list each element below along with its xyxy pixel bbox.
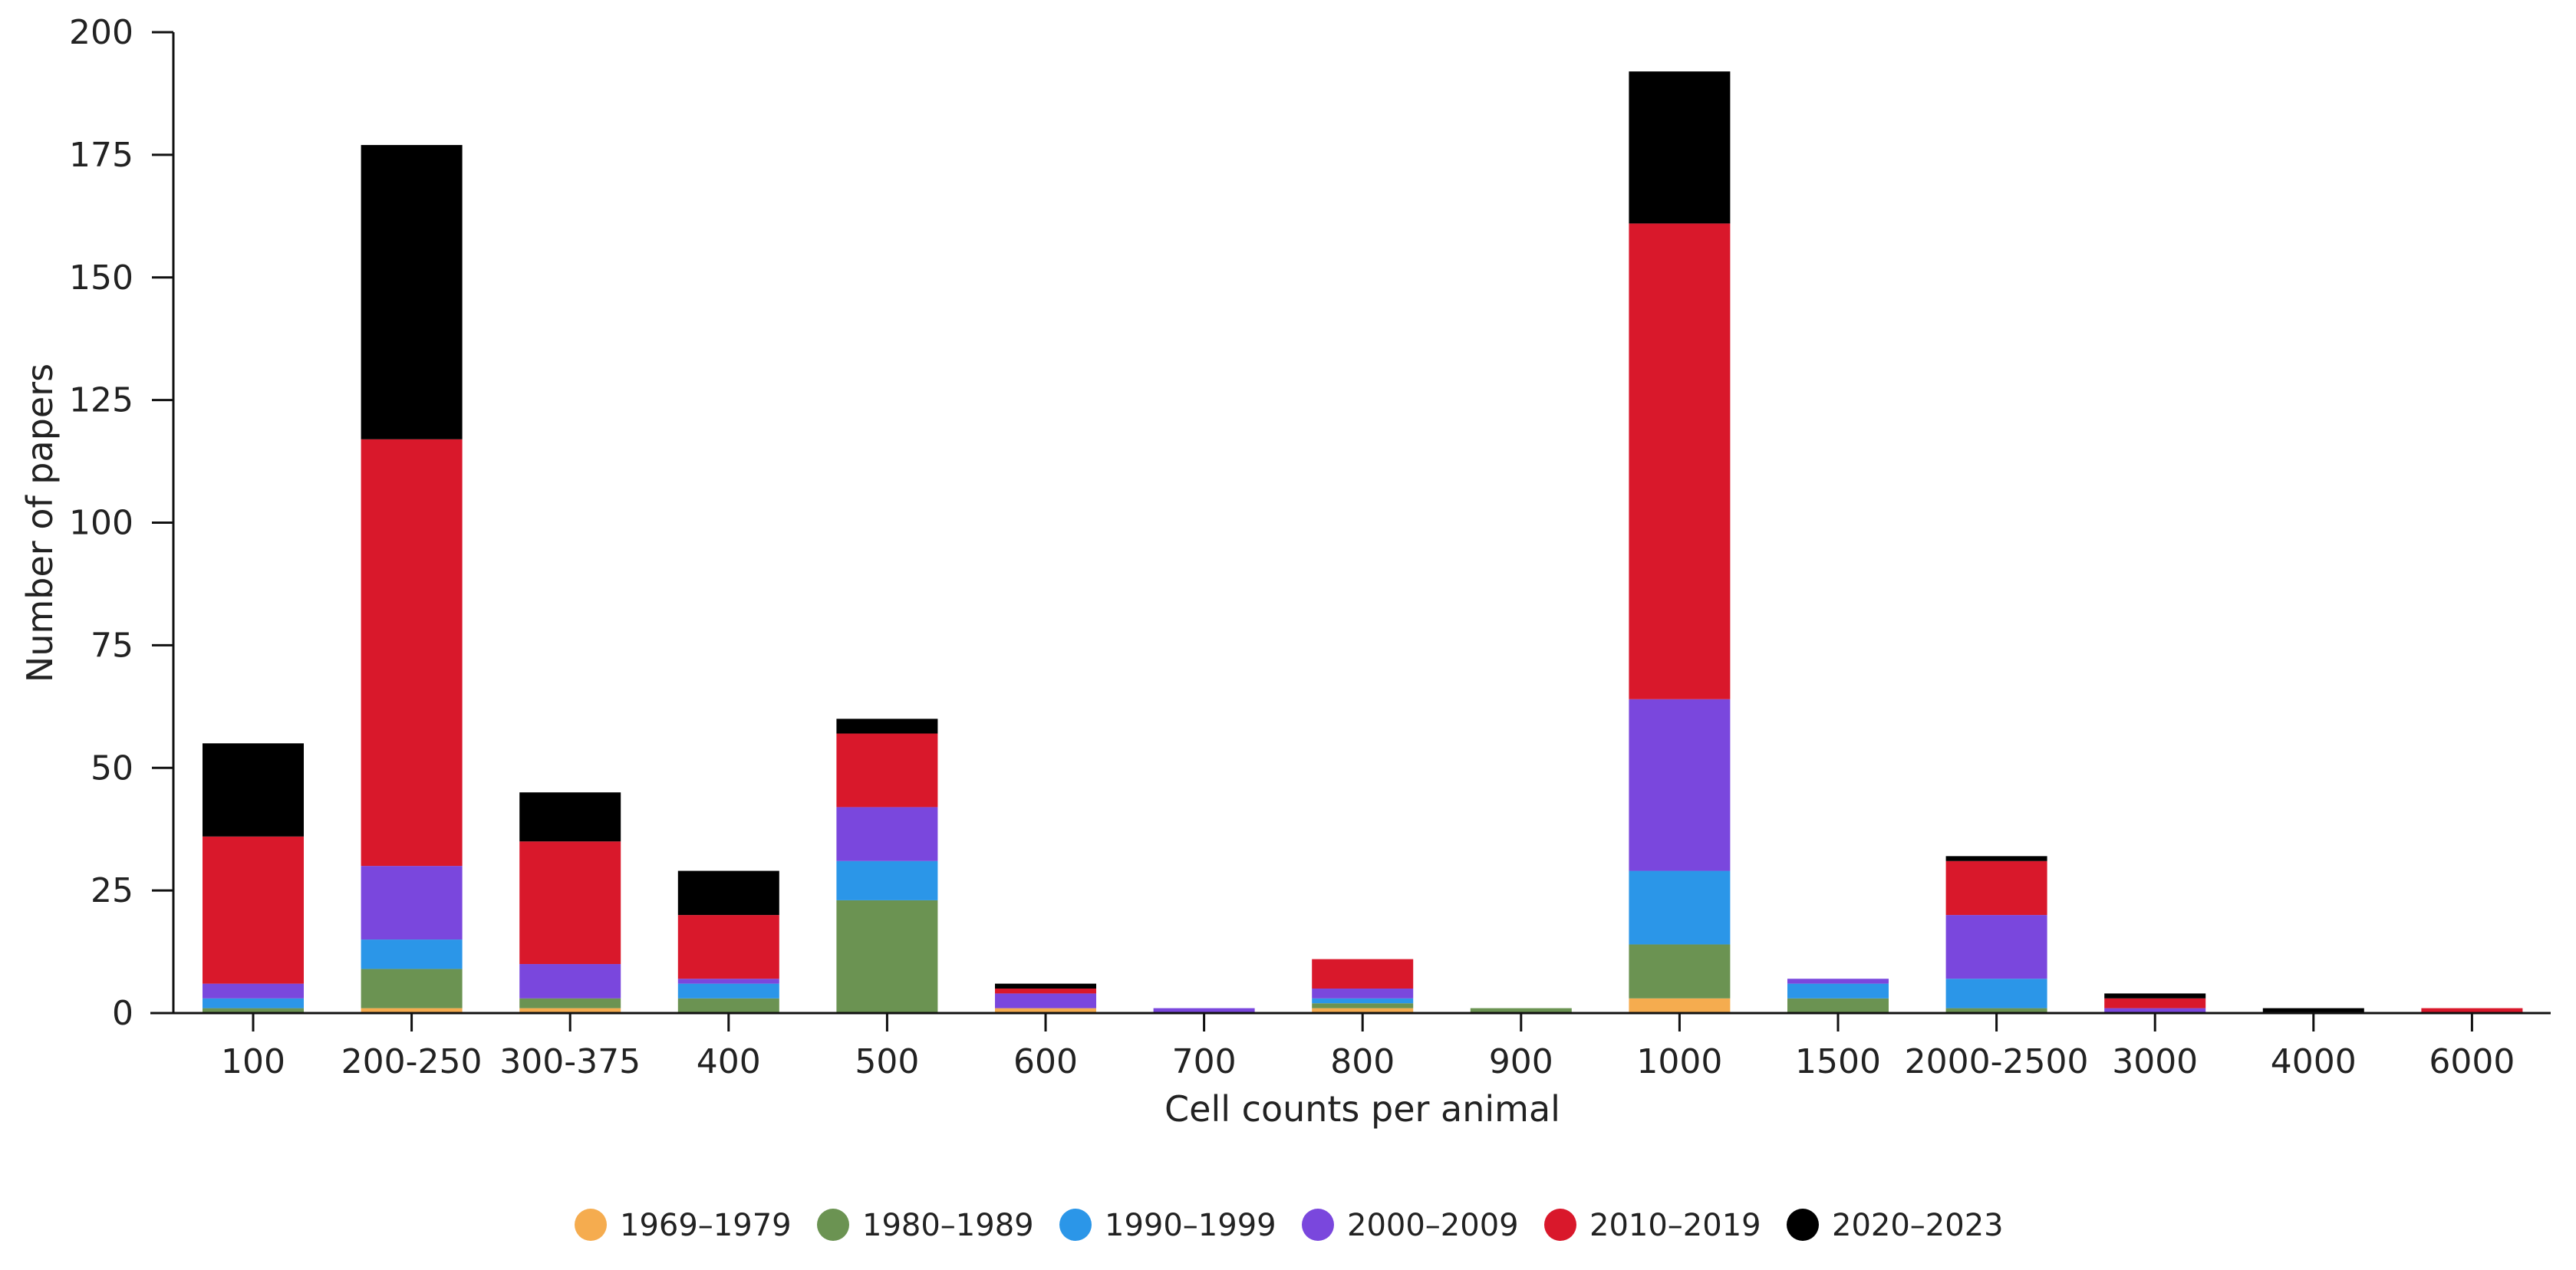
bar-segment (836, 900, 938, 1013)
bar-segment (836, 807, 938, 861)
bar-segment (1312, 1003, 1414, 1008)
bar-segment (203, 998, 304, 1008)
legend-label: 1990–1999 (1105, 1208, 1276, 1243)
legend-label: 1980–1989 (862, 1208, 1034, 1243)
x-tick-label: 600 (1013, 1042, 1078, 1081)
bar-segment (1629, 699, 1731, 871)
bar-segment (2104, 998, 2206, 1008)
x-axis-ticks: 100 200-250 300-375 400 500 600 700 800 900 1000 1… (221, 1013, 2515, 1081)
y-tick-label: 125 (69, 381, 133, 420)
x-tick-label: 200-250 (341, 1042, 483, 1081)
bar-segment (361, 866, 463, 940)
bar-segment (1629, 944, 1731, 999)
bar-segment (1629, 71, 1731, 224)
bar-segment (1312, 959, 1414, 989)
y-tick-label: 0 (112, 994, 133, 1033)
legend-swatch (1302, 1209, 1334, 1241)
y-tick-label: 100 (69, 504, 133, 543)
bar-segment (1945, 860, 2047, 916)
bar-segment (1470, 1008, 1572, 1013)
x-tick-label: 500 (855, 1042, 919, 1081)
bar-segment (1312, 998, 1414, 1004)
y-tick-label: 150 (69, 258, 133, 298)
bar-segment (1629, 223, 1731, 699)
bar-segment (361, 145, 463, 439)
x-tick-label: 2000-2500 (1905, 1042, 2089, 1081)
bars (203, 71, 2523, 1013)
bar-segment (995, 989, 1096, 994)
x-tick-label: 700 (1172, 1042, 1237, 1081)
x-tick-label: 400 (697, 1042, 761, 1081)
bar-segment (519, 841, 621, 965)
y-axis-ticks: 0 25 50 75 100 125 150 175 200 (69, 13, 173, 1033)
bar-segment (836, 719, 938, 734)
bar-segment (1153, 1008, 1255, 1013)
x-tick-label: 900 (1489, 1042, 1553, 1081)
legend: 1969–1979 1980–1989 1990–1999 2000–2009 2010… (575, 1208, 2004, 1243)
legend-label: 2000–2009 (1347, 1208, 1519, 1243)
bar-segment (1629, 998, 1731, 1013)
bar-segment (677, 870, 779, 916)
bar-segment (2262, 1008, 2364, 1013)
legend-swatch (1059, 1209, 1092, 1241)
bar-segment (361, 969, 463, 1008)
bar-segment (1945, 915, 2047, 979)
bar-segment (361, 439, 463, 867)
bar-segment (836, 860, 938, 900)
bar-segment (1787, 998, 1889, 1013)
bar-segment (995, 993, 1096, 1008)
legend-swatch (817, 1209, 849, 1241)
legend-label: 2020–2023 (1832, 1208, 2004, 1243)
bar-segment (2421, 1008, 2523, 1013)
bar-segment (677, 979, 779, 984)
bar-segment (203, 743, 304, 837)
legend-swatch (1544, 1209, 1576, 1241)
x-tick-label: 3000 (2112, 1042, 2198, 1081)
y-tick-label: 50 (91, 749, 133, 788)
legend-label: 2010–2019 (1589, 1208, 1761, 1243)
x-tick-label: 1000 (1636, 1042, 1722, 1081)
bar-segment (995, 1008, 1096, 1013)
x-tick-label: 800 (1330, 1042, 1395, 1081)
y-tick-label: 200 (69, 13, 133, 52)
bar-segment (1945, 979, 2047, 1008)
bar-segment (1312, 1008, 1414, 1013)
bar-segment (1945, 1008, 2047, 1013)
y-tick-label: 25 (91, 871, 133, 910)
bar-segment (677, 998, 779, 1013)
bar-segment (1629, 870, 1731, 945)
x-axis-title: Cell counts per animal (1164, 1088, 1560, 1130)
bar-segment (2104, 1008, 2206, 1013)
y-axis-title: Number of papers (19, 364, 61, 683)
bar-segment (519, 1008, 621, 1013)
bar-segment (1787, 979, 1889, 984)
x-tick-label: 100 (221, 1042, 285, 1081)
x-tick-label: 4000 (2271, 1042, 2357, 1081)
x-tick-label: 1500 (1795, 1042, 1881, 1081)
bar-segment (203, 836, 304, 984)
bar-segment (519, 998, 621, 1008)
bar-segment (519, 964, 621, 999)
bar-segment (1787, 983, 1889, 999)
bar-segment (1312, 989, 1414, 999)
legend-swatch (1787, 1209, 1819, 1241)
bar-segment (2104, 993, 2206, 999)
bar-segment (677, 915, 779, 979)
bar-segment (361, 1008, 463, 1013)
legend-swatch (575, 1209, 607, 1241)
legend-label: 1969–1979 (620, 1208, 792, 1243)
bar-segment (677, 983, 779, 999)
bar-segment (995, 983, 1096, 989)
y-tick-label: 75 (91, 626, 133, 665)
bar-segment (836, 733, 938, 808)
bar-segment (361, 939, 463, 969)
bar-segment (1945, 856, 2047, 861)
y-tick-label: 175 (69, 136, 133, 175)
bar-segment (203, 983, 304, 999)
x-tick-label: 300-375 (499, 1042, 641, 1081)
bar-segment (519, 792, 621, 842)
x-tick-label: 6000 (2429, 1042, 2515, 1081)
bar-segment (203, 1008, 304, 1013)
